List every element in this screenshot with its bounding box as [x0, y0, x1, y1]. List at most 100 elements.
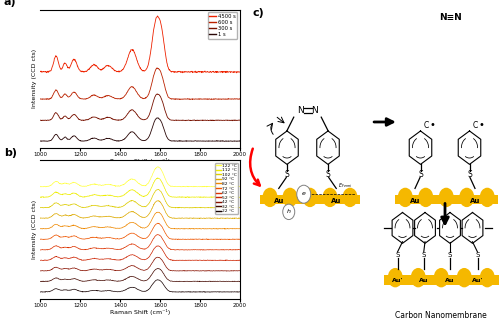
- 92 °C: [237, 216, 243, 220]
- 72 °C: [188, 237, 194, 241]
- Circle shape: [438, 188, 454, 207]
- Line: 22 °C: 22 °C: [40, 280, 240, 292]
- 102 °C: [237, 206, 243, 210]
- Text: C: C: [424, 121, 429, 130]
- 42 °C: [88, 268, 94, 272]
- 52 °C: [171, 258, 177, 262]
- 600 s: [154, 66, 160, 70]
- Text: •: •: [430, 119, 436, 130]
- 92 °C: [188, 216, 194, 220]
- Circle shape: [418, 188, 434, 207]
- 72 °C: [171, 237, 177, 241]
- 4500 s: [155, 15, 161, 19]
- 82 °C: [155, 210, 161, 214]
- Circle shape: [459, 188, 474, 207]
- 62 °C: [171, 247, 177, 251]
- 4500 s: [88, 65, 94, 68]
- Text: h: h: [287, 209, 291, 214]
- 600 s: [190, 98, 196, 101]
- 4500 s: [237, 70, 243, 74]
- Y-axis label: Intensity (CCD cts): Intensity (CCD cts): [32, 200, 37, 259]
- Text: Au: Au: [470, 198, 480, 204]
- Y-axis label: Intensity (CCD cts): Intensity (CCD cts): [32, 49, 37, 108]
- 1 s: [88, 137, 94, 141]
- 92 °C: [88, 214, 94, 218]
- 600 s: [188, 97, 194, 101]
- Line: 62 °C: 62 °C: [40, 235, 240, 250]
- 72 °C: [154, 221, 160, 225]
- 52 °C: [188, 258, 194, 262]
- 300 s: [188, 119, 194, 123]
- 52 °C: [199, 259, 205, 263]
- Text: S: S: [467, 170, 472, 179]
- 42 °C: [188, 269, 194, 273]
- 72 °C: [37, 237, 43, 241]
- 112 °C: [222, 196, 228, 200]
- Text: S: S: [422, 252, 426, 258]
- 600 s: [88, 94, 94, 98]
- 22 °C: [72, 288, 78, 291]
- Circle shape: [282, 188, 298, 207]
- Text: •: •: [478, 119, 484, 130]
- 600 s: [171, 97, 177, 101]
- Text: c): c): [252, 8, 264, 18]
- 600 s: [155, 66, 161, 70]
- 72 °C: [218, 238, 224, 242]
- 32 °C: [171, 279, 177, 283]
- 1 s: [155, 116, 161, 120]
- Circle shape: [480, 188, 495, 207]
- 92 °C: [128, 210, 134, 214]
- 22 °C: [202, 290, 208, 294]
- 1 s: [37, 139, 43, 143]
- 300 s: [237, 118, 243, 122]
- 72 °C: [88, 236, 94, 240]
- Line: 300 s: 300 s: [40, 94, 240, 121]
- Circle shape: [388, 268, 403, 287]
- Line: 52 °C: 52 °C: [40, 246, 240, 261]
- X-axis label: Raman Shift (cm⁻¹): Raman Shift (cm⁻¹): [110, 158, 170, 164]
- 52 °C: [72, 256, 78, 259]
- Circle shape: [456, 268, 472, 287]
- 102 °C: [156, 187, 162, 191]
- Legend: 122 °C, 112 °C, 102 °C, 92 °C, 82 °C, 72 °C, 62 °C, 52 °C, 42 °C, 32 °C, 22 °C: 122 °C, 112 °C, 102 °C, 92 °C, 82 °C, 72…: [216, 163, 238, 214]
- 22 °C: [171, 290, 177, 294]
- Circle shape: [480, 268, 495, 287]
- 4500 s: [188, 70, 194, 74]
- 112 °C: [188, 195, 194, 199]
- 102 °C: [155, 187, 161, 191]
- 62 °C: [154, 233, 160, 237]
- 4500 s: [37, 69, 43, 73]
- 82 °C: [188, 227, 194, 231]
- Text: e: e: [302, 191, 306, 196]
- Text: Au': Au': [392, 278, 403, 283]
- 300 s: [128, 108, 134, 112]
- 102 °C: [171, 205, 177, 209]
- 32 °C: [188, 279, 194, 283]
- 112 °C: [237, 195, 243, 199]
- 52 °C: [155, 244, 161, 248]
- Text: a): a): [4, 0, 16, 7]
- 112 °C: [72, 192, 78, 195]
- Line: 32 °C: 32 °C: [40, 268, 240, 282]
- 42 °C: [72, 267, 78, 271]
- 52 °C: [128, 253, 134, 257]
- 300 s: [155, 92, 161, 96]
- 300 s: [230, 119, 235, 123]
- Line: 122 °C: 122 °C: [40, 167, 240, 187]
- 122 °C: [188, 185, 194, 188]
- 300 s: [171, 118, 177, 122]
- 1 s: [128, 131, 134, 134]
- Text: Carbon Nanomembrane: Carbon Nanomembrane: [396, 311, 487, 320]
- 1 s: [237, 139, 243, 143]
- Line: 600 s: 600 s: [40, 68, 240, 100]
- 122 °C: [155, 165, 161, 169]
- Circle shape: [398, 188, 413, 207]
- Circle shape: [322, 188, 338, 207]
- 22 °C: [37, 290, 43, 294]
- Text: Au': Au': [472, 278, 483, 283]
- 32 °C: [155, 266, 161, 270]
- 1 s: [171, 139, 177, 143]
- 1 s: [154, 116, 160, 120]
- 32 °C: [72, 277, 78, 281]
- Text: Au: Au: [419, 278, 428, 283]
